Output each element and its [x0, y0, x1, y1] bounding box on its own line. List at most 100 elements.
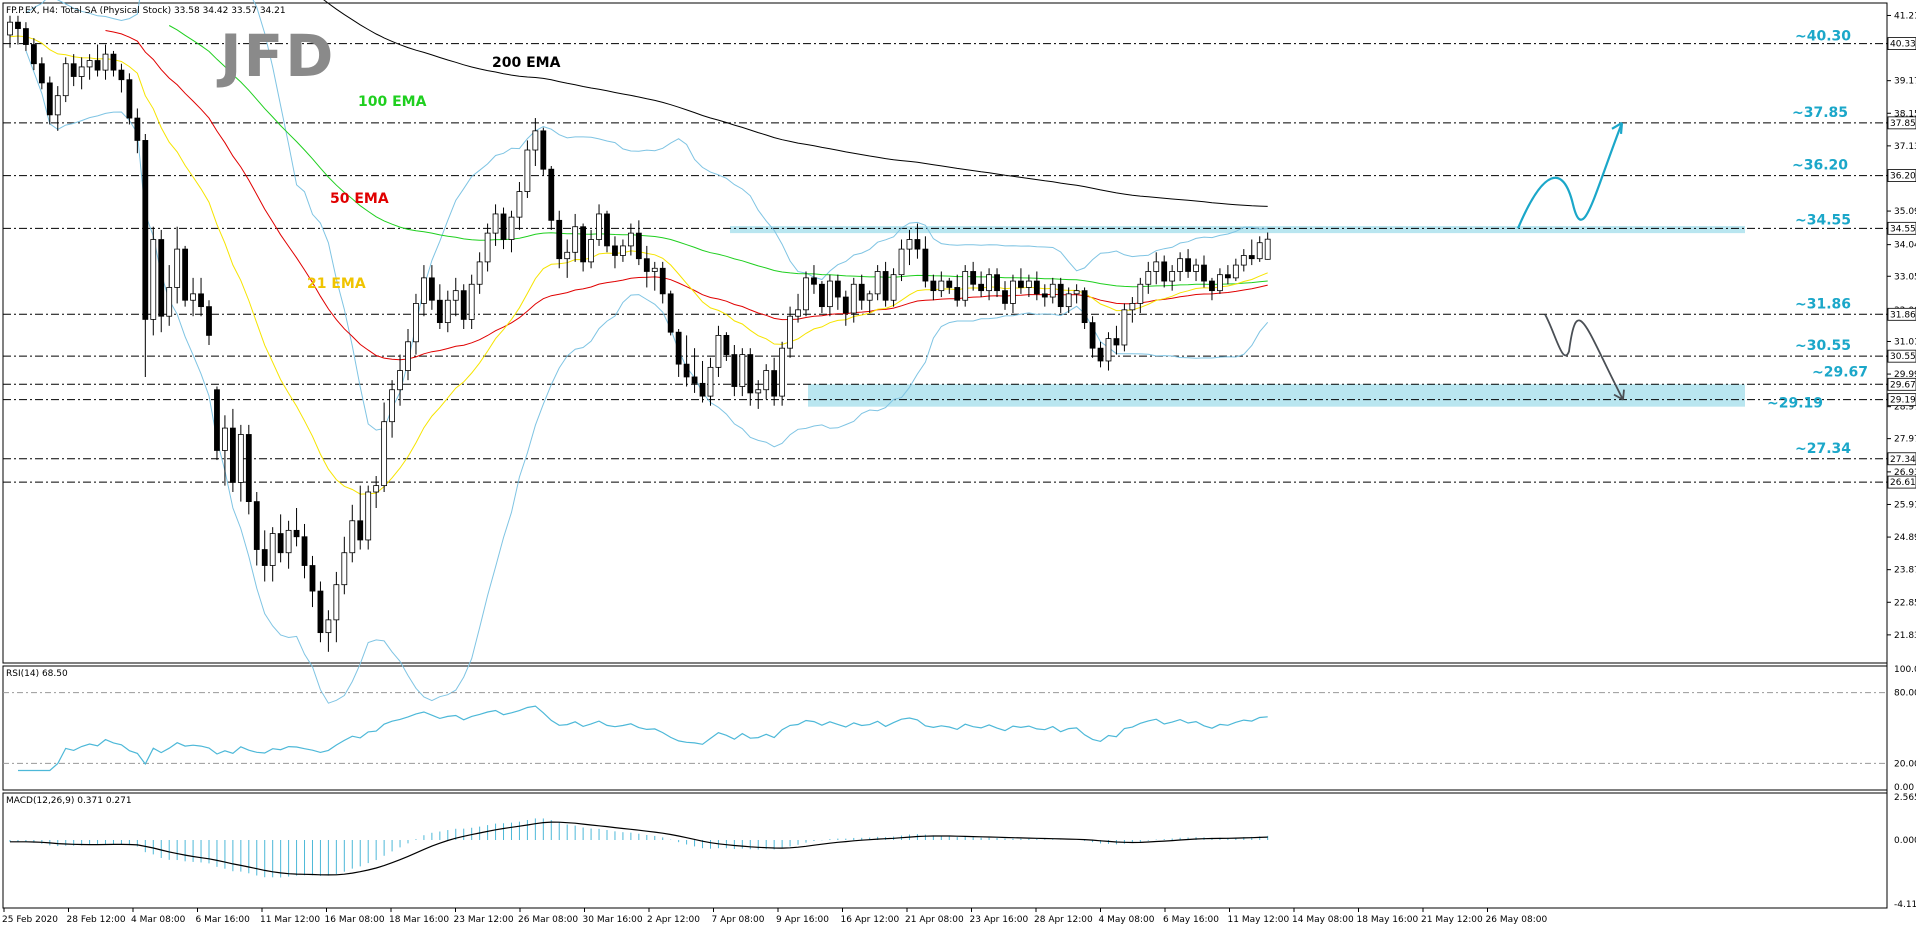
- candle-bull: [237, 434, 244, 483]
- candle-bear: [1097, 347, 1104, 362]
- candle-bear: [731, 354, 738, 387]
- candle-bull: [1145, 271, 1152, 285]
- rsi-tick-label: 100.00: [1894, 665, 1916, 675]
- price-tick-label: 31.01: [1894, 337, 1916, 347]
- candle-bear: [261, 549, 268, 566]
- candle-bull: [1105, 338, 1112, 362]
- candle-bull: [468, 283, 475, 320]
- bearish-scenario-arrow: [1544, 313, 1624, 401]
- price-tick-label: 28.97: [1894, 403, 1916, 413]
- candle-bull: [389, 389, 395, 423]
- candle-bull: [373, 485, 380, 493]
- candle-bull: [325, 619, 332, 634]
- price-box-label: 29.19: [1890, 396, 1916, 406]
- time-tick-label: 18 Mar 16:00: [389, 915, 449, 925]
- price-tick-label: 38.15: [1894, 109, 1916, 119]
- candle-bear: [1224, 274, 1231, 279]
- candle-bull: [452, 290, 459, 301]
- level-label: ~31.86: [1795, 296, 1851, 312]
- zones: [730, 226, 1745, 407]
- candle-bear: [94, 60, 101, 71]
- candle-bear: [1018, 280, 1024, 288]
- candle-bear: [548, 168, 555, 221]
- candle-bull: [397, 370, 403, 391]
- candle-bear: [46, 82, 53, 116]
- price-box: [1887, 37, 1916, 50]
- price-tick-label: 39.17: [1894, 77, 1916, 87]
- candle-bull: [1169, 271, 1176, 282]
- price-box-label: 30.55: [1890, 352, 1916, 362]
- price-box-label: 40.33: [1890, 40, 1916, 50]
- candle-bear: [428, 277, 435, 301]
- candle-bear: [747, 354, 754, 394]
- candle-bull: [739, 354, 746, 387]
- candle-bear: [293, 529, 300, 538]
- candle-bear: [30, 44, 37, 65]
- candle-bear: [1002, 290, 1008, 304]
- price-box-label: 34.55: [1890, 224, 1916, 234]
- candle-bull: [1010, 280, 1016, 304]
- candles: [7, 15, 1271, 652]
- candle-bear: [954, 287, 961, 301]
- level-lines: [3, 43, 1887, 483]
- price-box-label: 36.20: [1890, 172, 1916, 182]
- candle-bear: [500, 213, 507, 240]
- candle-bear: [1081, 290, 1088, 324]
- macd-tick-label: 0.000: [1894, 836, 1916, 846]
- time-tick-label: 11 Mar 12:00: [260, 915, 320, 925]
- candle-bull: [476, 261, 483, 285]
- candle-bull: [444, 299, 451, 324]
- candle-bull: [166, 287, 173, 317]
- candle-bear: [1041, 293, 1048, 298]
- price-tick-label: 25.91: [1894, 500, 1916, 510]
- candle-bull: [54, 95, 61, 116]
- candle-bull: [755, 389, 762, 394]
- level-label: ~29.19: [1767, 396, 1823, 412]
- rsi-label: RSI(14) 68.50: [6, 669, 68, 679]
- price-tick-label: 35.09: [1894, 207, 1916, 217]
- price-tick-label: 33.05: [1894, 272, 1916, 282]
- candle-bull: [150, 239, 157, 320]
- candle-bear: [309, 565, 316, 592]
- bullish-scenario-arrow: [1516, 122, 1624, 229]
- level-label: ~36.20: [1792, 158, 1848, 174]
- candle-bull: [1240, 255, 1247, 266]
- candle-bull: [651, 267, 658, 272]
- bullish-arrow-head: [1611, 121, 1624, 134]
- candle-bear: [659, 267, 666, 295]
- candle-bear: [667, 293, 674, 333]
- rsi-tick-label: 0.00: [1894, 783, 1914, 793]
- price-tick-label: 22.85: [1894, 598, 1916, 608]
- candle-bull: [1121, 309, 1128, 346]
- candle-bear: [1089, 322, 1096, 349]
- candle-bear: [691, 376, 698, 384]
- candle-bull: [484, 232, 491, 263]
- bollinger-upper: [25, 0, 1268, 431]
- candle-bull: [413, 303, 419, 343]
- candle-bear: [946, 280, 953, 288]
- price-box-label: 29.67: [1890, 380, 1916, 390]
- time-tick-label: 9 Apr 16:00: [776, 915, 829, 925]
- ema50-label: 50 EMA: [330, 191, 389, 207]
- candle-bull: [1129, 303, 1136, 311]
- candle-bear: [317, 590, 324, 634]
- time-tick-label: 2 Apr 12:00: [647, 915, 700, 925]
- candle-bear: [699, 382, 706, 397]
- candle-bull: [1193, 264, 1199, 272]
- candle-bull: [174, 248, 181, 288]
- candle-bear: [914, 239, 921, 250]
- candle-bull: [269, 533, 276, 566]
- candle-bear: [182, 248, 189, 301]
- price-box: [1887, 475, 1916, 489]
- rsi-line: [18, 705, 1268, 772]
- candle-bear: [882, 271, 889, 301]
- price-box-label: 37.85: [1890, 119, 1916, 129]
- time-tick-label: 6 May 16:00: [1163, 915, 1219, 925]
- candle-bear: [357, 520, 364, 541]
- level-label: ~29.67: [1812, 364, 1868, 380]
- candle-bear: [38, 63, 45, 84]
- macd-tick-label: -4.114: [1894, 900, 1916, 910]
- time-tick-label: 14 May 08:00: [1292, 915, 1354, 925]
- candle-bull: [349, 520, 356, 554]
- ema21-label: 21 EMA: [307, 276, 366, 292]
